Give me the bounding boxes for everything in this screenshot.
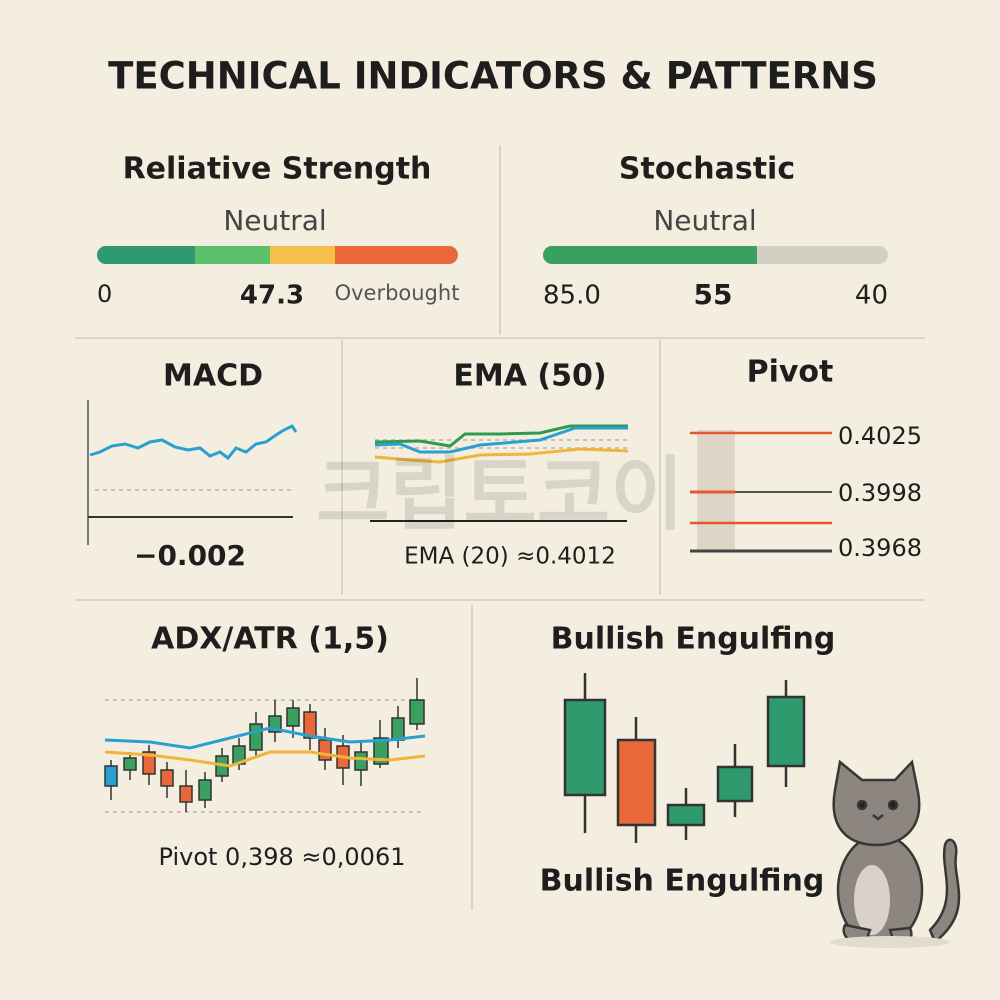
gauge-segment bbox=[97, 246, 195, 264]
pivot-panel: Pivot 0.4025 0.3998 0.3968 bbox=[690, 355, 922, 562]
panel-title: MACD bbox=[163, 359, 263, 394]
ema-line bbox=[374, 424, 628, 448]
macd-panel: MACD −0.002 bbox=[87, 359, 298, 572]
panel-title: EMA (50) bbox=[453, 359, 606, 394]
status: Neutral bbox=[653, 204, 756, 237]
panel-title: Pivot bbox=[747, 355, 834, 390]
gauge-segment bbox=[195, 246, 270, 264]
atr-line bbox=[104, 750, 426, 768]
cat-illustration bbox=[830, 759, 961, 948]
page-title: TECHNICAL INDICATORS & PATTERNS bbox=[108, 55, 878, 98]
caption: Bullish Engulfing bbox=[540, 864, 825, 899]
note: EMA (20) ≈0.4012 bbox=[404, 544, 616, 570]
pattern-panel: Bullish Engulfing Bullish Engulfing bbox=[540, 622, 836, 899]
stochastic-panel: Stochastic Neutral 85.0 55 40 bbox=[543, 152, 888, 311]
macd-line bbox=[89, 424, 298, 461]
gauge-label: 55 bbox=[694, 278, 733, 311]
ema-line bbox=[374, 426, 628, 454]
gauge-segment bbox=[270, 246, 335, 264]
gauge-label: 47.3 bbox=[240, 281, 304, 311]
pivot-level: 0.3968 bbox=[838, 534, 922, 562]
gauge-fill bbox=[543, 246, 757, 264]
gauge-label: 85.0 bbox=[543, 281, 601, 311]
gauge-label: Overbought bbox=[335, 281, 460, 305]
pivot-level: 0.4025 bbox=[838, 422, 922, 450]
note: Pivot 0,398 ≈0,0061 bbox=[159, 843, 406, 871]
rsi-panel: Reliative Strength Neutral 0 47.3 Overbo… bbox=[97, 152, 459, 311]
ema-panel: EMA (50) EMA (20) ≈0.4012 bbox=[370, 359, 629, 570]
status: Neutral bbox=[223, 204, 326, 237]
pivot-level: 0.3998 bbox=[838, 479, 922, 507]
ema-line bbox=[374, 447, 629, 464]
panel-title: Bullish Engulfing bbox=[551, 622, 836, 657]
gauge-label: 0 bbox=[97, 280, 112, 308]
adx-panel: ADX/ATR (1,5) Pivot 0,398 ≈0,0061 bbox=[104, 622, 426, 871]
dividers bbox=[75, 145, 925, 910]
panel-title: ADX/ATR (1,5) bbox=[151, 622, 389, 657]
value: −0.002 bbox=[134, 539, 246, 572]
gauge-label: 40 bbox=[855, 281, 888, 311]
panel-title: Reliative Strength bbox=[123, 152, 432, 187]
panel-title: Stochastic bbox=[619, 152, 795, 187]
adx-line bbox=[104, 726, 426, 750]
watermark: 크립토코이 bbox=[316, 448, 684, 541]
